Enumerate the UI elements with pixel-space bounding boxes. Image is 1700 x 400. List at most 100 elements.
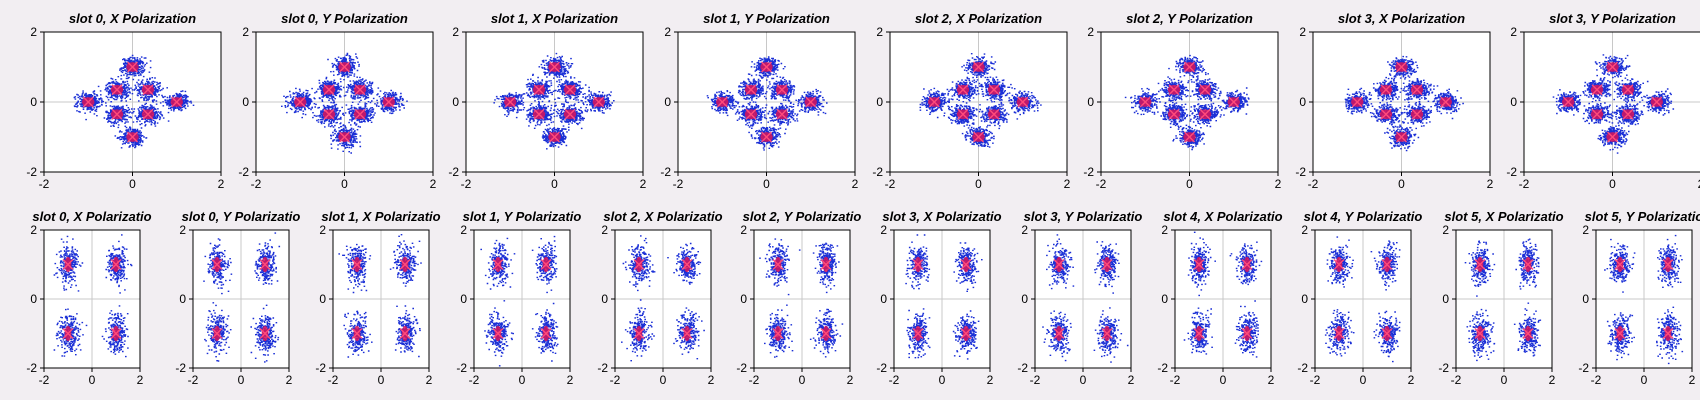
y-tick-label: -2	[1017, 361, 1028, 375]
ideal-point-marker	[988, 84, 1000, 96]
x-tick-label: 0	[129, 177, 136, 191]
y-tick-label: -2	[238, 165, 249, 179]
scatter-points	[905, 234, 983, 360]
x-tick-label: -2	[1308, 177, 1319, 191]
ideal-point-marker	[1199, 84, 1211, 96]
ideal-point-marker	[338, 131, 351, 143]
x-tick-label: -2	[1591, 373, 1602, 387]
panel-title: slot 2, Y Polarization	[1126, 11, 1253, 26]
y-tick-label: 2	[1582, 223, 1589, 237]
ideal-point-marker	[294, 96, 306, 108]
ideal-point-marker	[259, 258, 271, 271]
y-tick-label: 0	[242, 95, 249, 109]
x-tick-label: 2	[987, 373, 994, 387]
y-tick-label: 0	[1510, 95, 1517, 109]
ideal-point-marker	[1381, 327, 1393, 340]
y-tick-label: 0	[876, 95, 883, 109]
y-tick-label: 2	[1087, 25, 1094, 39]
x-tick-label: 0	[1501, 373, 1508, 387]
x-tick-label: 2	[1698, 177, 1700, 191]
y-tick-label: 0	[1021, 292, 1028, 306]
ideal-point-marker	[957, 84, 969, 96]
x-tick-label: 2	[1408, 373, 1415, 387]
y-tick-label: -2	[1506, 165, 1517, 179]
x-tick-label: -2	[749, 373, 760, 387]
y-tick-label: 0	[1087, 95, 1094, 109]
ideal-point-marker	[760, 131, 773, 143]
ideal-point-marker	[82, 96, 94, 108]
ideal-point-marker	[1606, 131, 1619, 143]
x-tick-label: -2	[1030, 373, 1041, 387]
ideal-point-marker	[1651, 96, 1663, 108]
x-tick-label: 2	[1487, 177, 1494, 191]
y-tick-label: -2	[872, 165, 883, 179]
y-tick-label: 2	[452, 25, 459, 39]
ideal-point-marker	[972, 131, 985, 143]
ideal-point-marker	[171, 96, 183, 108]
ideal-point-marker	[1053, 327, 1065, 340]
ideal-point-marker	[338, 61, 351, 73]
y-tick-label: 2	[1021, 223, 1028, 237]
ideal-point-marker	[1183, 131, 1196, 143]
panel-title: slot 2, Y Polarizatio	[743, 209, 862, 224]
y-tick-label: 0	[460, 292, 467, 306]
y-tick-label: 0	[880, 292, 887, 306]
ideal-point-marker	[1380, 84, 1392, 96]
constellation-panel: slot 0, Y Polarizatio -2 0 2 2 0 -2	[175, 209, 300, 387]
ideal-point-marker	[776, 84, 788, 96]
ideal-point-marker	[1395, 131, 1408, 143]
ideal-point-marker	[351, 258, 363, 271]
panel-title: slot 0, X Polarizatio	[32, 209, 151, 224]
ideal-point-marker	[716, 96, 728, 108]
ideal-point-marker	[1591, 108, 1603, 120]
ideal-point-marker	[772, 258, 784, 271]
y-tick-label: -2	[1297, 361, 1308, 375]
ideal-point-marker	[1622, 108, 1634, 120]
constellation-panel: slot 2, X Polarizatio -2 0 2 2 0 -2	[597, 209, 722, 387]
panel-title: slot 0, X Polarization	[69, 11, 196, 26]
ideal-point-marker	[1411, 108, 1423, 120]
y-tick-label: 0	[1161, 292, 1168, 306]
x-tick-label: 2	[1689, 373, 1696, 387]
ideal-point-marker	[1139, 96, 1151, 108]
ideal-point-marker	[988, 108, 1000, 120]
ideal-point-marker	[323, 108, 335, 120]
x-tick-label: 2	[567, 373, 574, 387]
constellation-panel: slot 2, Y Polarizatio -2 0 2 2 0 -2	[736, 209, 861, 387]
ideal-point-marker	[111, 84, 123, 96]
x-tick-label: 0	[238, 373, 245, 387]
ideal-point-marker	[633, 327, 645, 340]
y-tick-label: 0	[601, 292, 608, 306]
x-tick-label: 0	[799, 373, 806, 387]
ideal-point-marker	[492, 258, 504, 271]
constellation-panel: slot 0, X Polarization -2 0 2 2 0 -2	[26, 11, 224, 191]
ideal-point-marker	[1017, 96, 1029, 108]
y-tick-label: -2	[175, 361, 186, 375]
ideal-point-marker	[928, 96, 940, 108]
ideal-point-marker	[1614, 327, 1626, 340]
x-tick-label: 2	[218, 177, 225, 191]
panel-title: slot 1, Y Polarization	[703, 11, 830, 26]
x-tick-label: 0	[975, 177, 982, 191]
ideal-point-marker	[259, 327, 271, 340]
constellation-panel: slot 3, X Polarizatio -2 0 2 2 0 -2	[876, 209, 1001, 387]
x-tick-label: 0	[89, 373, 96, 387]
y-tick-label: 2	[1442, 223, 1449, 237]
y-tick-label: -2	[1083, 165, 1094, 179]
x-tick-label: 2	[1549, 373, 1556, 387]
ideal-point-marker	[1241, 258, 1253, 271]
ideal-point-marker	[960, 327, 972, 340]
ideal-point-marker	[972, 61, 985, 73]
y-tick-label: 0	[1301, 292, 1308, 306]
ideal-point-marker	[1522, 327, 1534, 340]
y-tick-label: 0	[664, 95, 671, 109]
x-tick-label: 2	[847, 373, 854, 387]
ideal-point-marker	[110, 258, 122, 271]
ideal-point-marker	[1395, 61, 1408, 73]
ideal-point-marker	[62, 327, 74, 340]
constellation-panel: slot 4, Y Polarizatio -2 0 2 2 0 -2	[1297, 209, 1422, 387]
y-tick-label: 0	[1582, 292, 1589, 306]
ideal-point-marker	[62, 258, 74, 271]
y-tick-label: 0	[30, 95, 37, 109]
